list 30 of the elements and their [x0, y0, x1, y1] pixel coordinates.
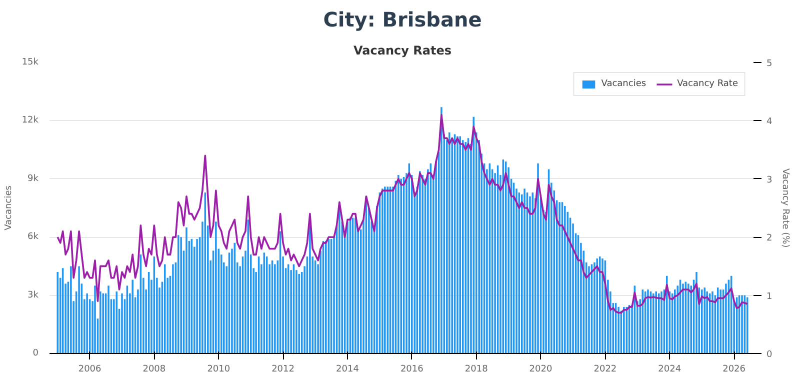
x-tick-label: 2016	[400, 364, 424, 374]
chart-title: City: Brisbane	[323, 8, 482, 32]
y-tick-label: 6k	[28, 232, 40, 242]
x-tick-label: 2026	[722, 364, 746, 374]
y2-tick-label: 2	[766, 234, 772, 244]
x-tick-label: 2022	[594, 364, 617, 374]
y-axis-title: Vacancies	[4, 185, 14, 230]
legend-label: Vacancies	[601, 79, 646, 89]
x-tick-label: 2006	[78, 364, 102, 374]
legend-label: Vacancy Rate	[677, 79, 738, 89]
y2-tick-label: 5	[766, 59, 772, 69]
y2-tick-label: 3	[766, 175, 772, 186]
y-tick-label: 3k	[28, 290, 40, 300]
x-tick-label: 2014	[336, 364, 360, 374]
x-tick-label: 2018	[464, 364, 488, 374]
y2-tick-label: 4	[766, 117, 772, 128]
line-series	[56, 114, 748, 314]
x-tick-label: 2020	[529, 364, 552, 374]
y2-tick-label: 1	[766, 292, 772, 302]
y2-axis-title: Vacancy Rate (%)	[780, 168, 790, 248]
y-tick-label: 9k	[28, 174, 40, 184]
x-tick-label: 2008	[142, 364, 166, 374]
chart-subtitle: Vacancy Rates	[354, 44, 452, 58]
y-tick-label: 12k	[22, 116, 40, 126]
y-tick-label: 0	[32, 348, 39, 358]
y-tick-label: 15k	[22, 58, 40, 68]
x-tick-label: 2010	[207, 364, 230, 374]
x-tick-label: 2012	[272, 364, 294, 374]
y2-tick-label: 0	[766, 350, 772, 360]
x-tick-label: 2024	[658, 364, 682, 374]
